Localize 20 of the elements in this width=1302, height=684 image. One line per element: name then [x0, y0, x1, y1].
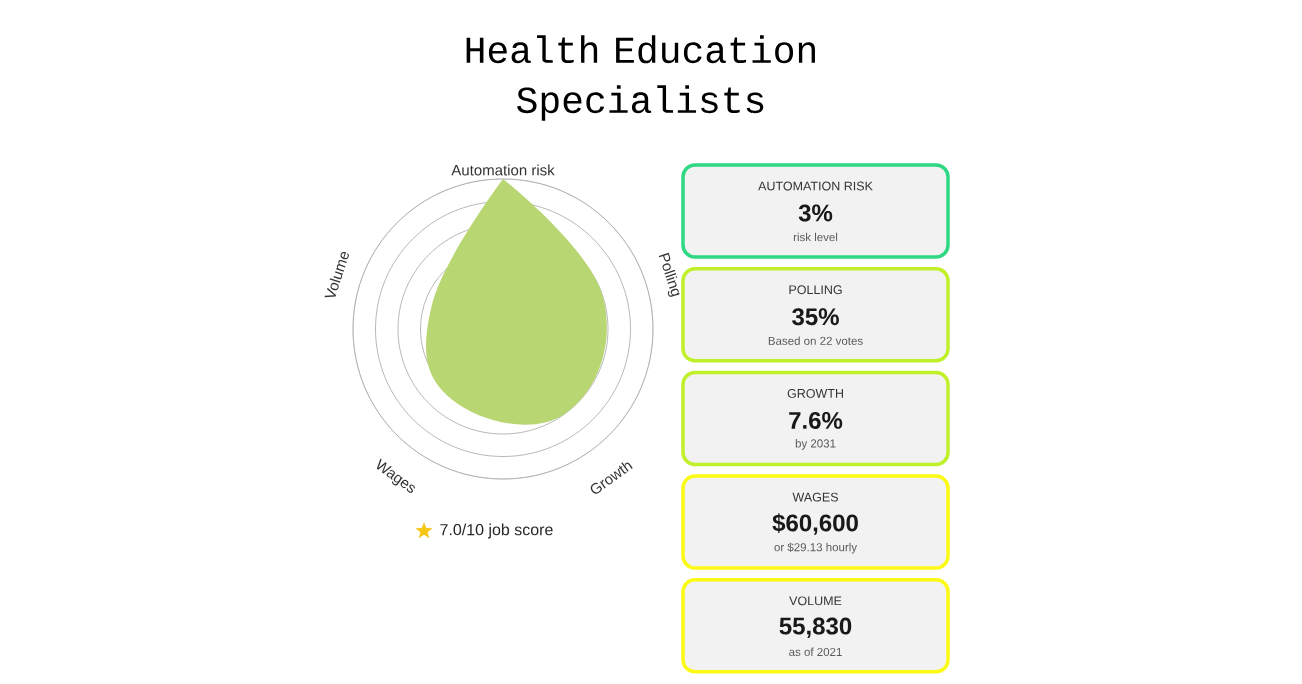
text: WAGES [792, 492, 838, 502]
text: as of 2021 [789, 647, 842, 657]
spoke-label: Polling [658, 252, 680, 297]
text: 55,830 [779, 617, 852, 639]
text: POLLING [789, 285, 842, 295]
text: GROWTH [787, 388, 843, 398]
spoke-label: Automation risk [451, 164, 555, 176]
text: by 2031 [795, 439, 836, 450]
spoke-label: Volume [324, 251, 349, 298]
text: $60,600 [772, 513, 858, 535]
text: or $29.13 hourly [774, 542, 858, 554]
text: AUTOMATION RISK [758, 181, 873, 191]
text: risk level [793, 232, 838, 242]
text: VOLUME [789, 596, 842, 606]
text: Based on 22 votes [768, 336, 863, 345]
text: 3% [798, 204, 833, 222]
text: 7.6% [789, 411, 843, 429]
text: 7.0/10 job score [440, 523, 553, 539]
text: 35% [792, 308, 839, 326]
chart-title: Health Education Specialists [466, 35, 815, 121]
